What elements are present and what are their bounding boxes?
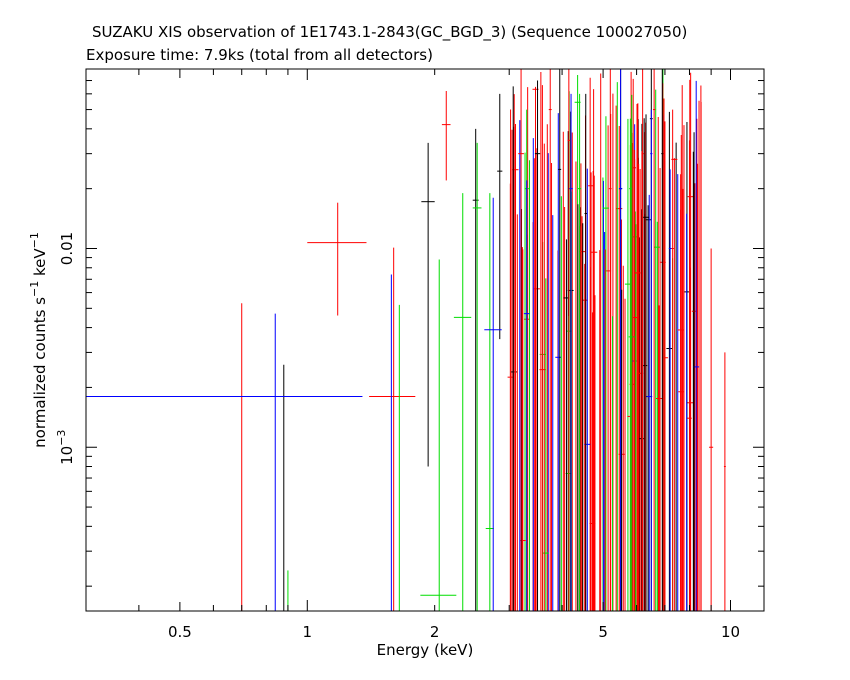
data-point-black [472,128,479,611]
data-point-black [558,69,562,611]
y-axis-label: normalized counts s−1 keV−1 [28,232,49,448]
data-point-red [709,248,714,611]
plot-frame [85,68,765,612]
data-point-red [653,69,656,611]
data-point-green [577,93,582,611]
x-tick-label: 5 [598,623,608,641]
chart-title: SUZAKU XIS observation of 1E1743.1-2843(… [92,23,688,41]
data-point-green [286,570,289,612]
background-error-bars [507,69,702,611]
data-point-blue [668,169,672,611]
data-point-green [453,193,472,611]
data-point-green [420,259,457,611]
data-point-black [497,93,503,340]
data-point-blue [569,93,573,611]
data-point-green [472,142,482,611]
axes [85,68,765,612]
data-point-red [441,91,451,181]
data-point-green [485,193,494,611]
data-point-green [395,304,403,612]
x-tick-label: 2 [430,623,440,641]
data-point-red [518,69,524,611]
data-point-green [629,118,632,611]
x-tick-label: 10 [721,623,740,641]
x-tick-label: 0.5 [168,623,192,641]
data-points [86,69,726,612]
data-point-blue [650,109,653,611]
data-point-blue [274,313,277,612]
data-point-red [548,69,552,611]
data-point-red [687,140,692,611]
data-point-black [534,80,541,611]
data-point-red [307,202,367,316]
data-point-red [240,303,244,612]
data-point-red [723,352,726,611]
data-point-black [661,69,664,611]
data-point-black [584,93,587,611]
data-point-red [369,247,416,611]
data-point-blue [369,274,411,612]
data-point-blue [523,180,530,611]
x-tick-label: 1 [303,623,313,641]
data-point-red [671,109,674,611]
tick-labels: 0.5 1 2 5 10 10−3 0.01 [55,232,740,641]
data-point-red [641,69,644,611]
data-point-blue [484,197,502,611]
y-tick-label: 10−3 [55,430,76,465]
x-axis-label: Energy (keV) [377,641,474,659]
data-point-black [421,142,435,467]
data-point-black [282,364,285,612]
data-point-red [567,69,571,611]
data-point-red [608,69,612,611]
y-tick-label: 0.01 [58,232,76,265]
chart-subtitle: Exposure time: 7.9ks (total from all det… [86,46,433,64]
data-point-blue [618,69,623,611]
